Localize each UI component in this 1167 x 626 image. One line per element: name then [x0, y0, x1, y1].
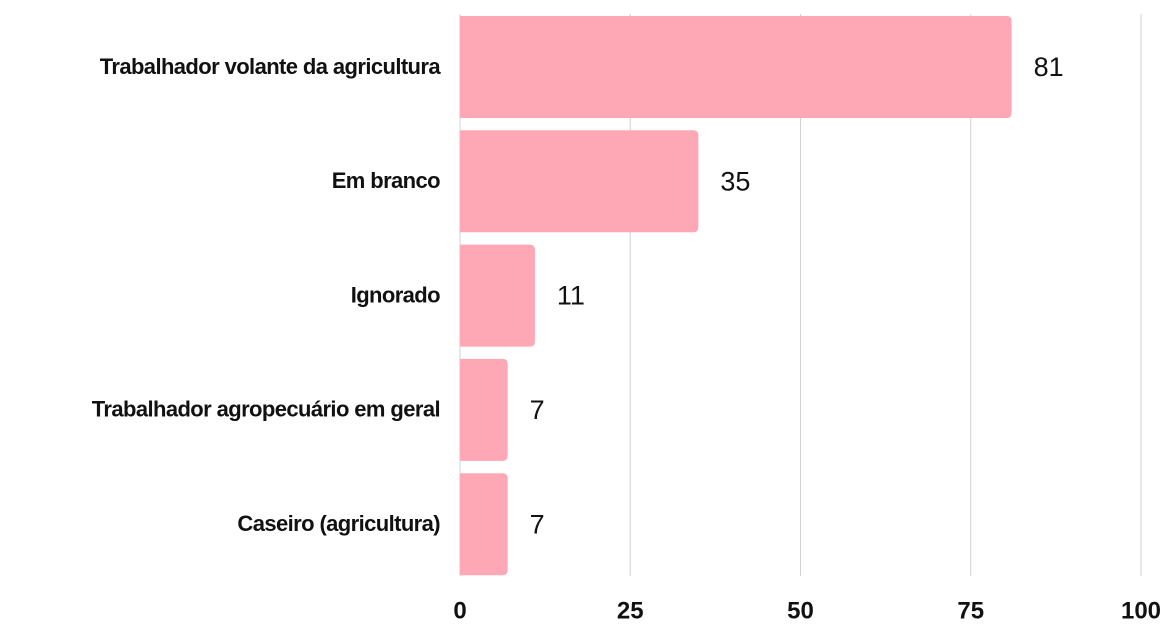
value-label: 7 — [530, 395, 545, 425]
x-tick-label: 25 — [617, 597, 644, 624]
value-label: 11 — [557, 281, 585, 311]
y-tick-label: Caseiro (agricultura) — [237, 511, 440, 536]
x-tick-label: 0 — [453, 597, 466, 624]
bar — [460, 244, 535, 347]
y-tick-label: Trabalhador agropecuário em geral — [92, 397, 440, 422]
y-tick-label: Trabalhador volante da agricultura — [100, 54, 442, 79]
value-label: 7 — [530, 509, 545, 539]
value-label: 35 — [720, 166, 750, 196]
x-tick-label: 75 — [957, 597, 984, 624]
x-tick-label: 100 — [1121, 597, 1161, 624]
bar — [460, 473, 508, 576]
bar — [460, 130, 699, 233]
value-label: 81 — [1034, 52, 1064, 82]
y-tick-label: Em branco — [332, 168, 440, 193]
x-tick-label: 50 — [787, 597, 814, 624]
y-tick-label: Ignorado — [351, 282, 440, 307]
bar — [460, 16, 1012, 118]
bar — [460, 358, 508, 461]
